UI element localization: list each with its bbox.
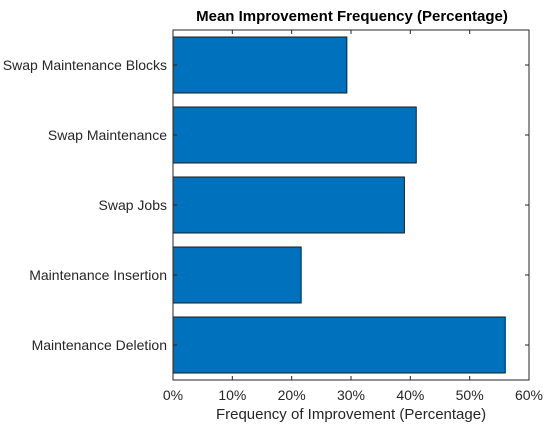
x-tick-label: 0% <box>163 387 183 403</box>
category-label: Swap Maintenance Blocks <box>3 57 167 73</box>
x-tick-label: 40% <box>396 387 424 403</box>
category-label: Swap Jobs <box>99 197 167 213</box>
bar-swap-maintenance-blocks <box>172 36 348 94</box>
bar-swap-maintenance <box>172 106 417 164</box>
category-label: Swap Maintenance <box>48 127 167 143</box>
x-tick-label: 30% <box>337 387 365 403</box>
x-axis-label: Frequency of Improvement (Percentage) <box>216 406 486 423</box>
chart-title: Mean Improvement Frequency (Percentage) <box>196 8 508 25</box>
bars <box>172 36 506 374</box>
x-tick-labels: 0% 10% 20% 30% 40% 50% 60% <box>163 387 543 403</box>
x-tick-label: 50% <box>456 387 484 403</box>
category-labels: Swap Maintenance Blocks Swap Maintenance S… <box>3 57 167 353</box>
category-label: Maintenance Insertion <box>29 267 167 283</box>
plot-frame <box>172 29 530 381</box>
bar-swap-jobs <box>172 176 405 234</box>
y-axis-ticks <box>173 64 529 346</box>
x-tick-label: 10% <box>218 387 246 403</box>
category-label: Maintenance Deletion <box>32 337 167 353</box>
bar-maintenance-deletion <box>172 316 506 374</box>
x-tick-label: 20% <box>278 387 306 403</box>
x-tick-label: 60% <box>515 387 543 403</box>
bar-maintenance-insertion <box>172 246 302 304</box>
